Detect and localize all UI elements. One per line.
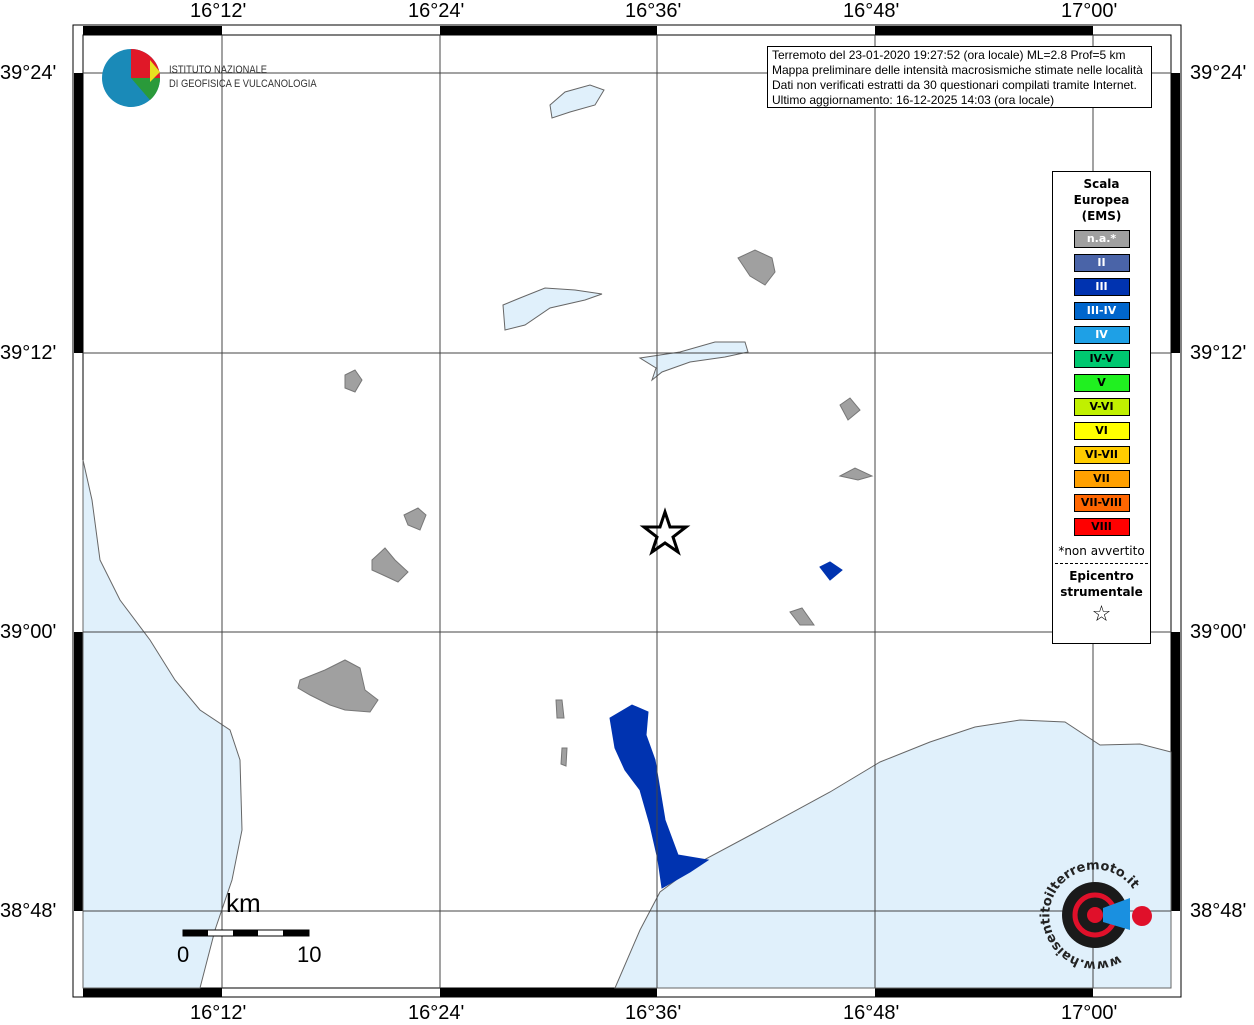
- legend-swatch-vi-vii: VI-VII: [1073, 446, 1130, 464]
- lon-tick-bottom-2: 16°36': [625, 1002, 682, 1024]
- legend-swatch-vi: VI: [1073, 422, 1130, 440]
- legend-swatch-v-vi: V-VI: [1073, 398, 1130, 416]
- ingv-logo-text: ISTITUTO NAZIONALE DI GEOFISICA E VULCAN…: [169, 63, 317, 91]
- lat-tick-right-3: 38°48': [1190, 900, 1247, 922]
- lon-tick-top-4: 17°00': [1061, 0, 1118, 22]
- epicenter-label-line: strumentale: [1060, 585, 1143, 599]
- legend-title-line: Europea: [1073, 193, 1130, 207]
- legend-swatch-vii: VII: [1073, 470, 1130, 488]
- legend-swatch-iv: IV: [1073, 326, 1130, 344]
- info-line: Dati non verificati estratti da 30 quest…: [772, 78, 1137, 92]
- ems-legend: Scala Europea (EMS) n.a.* II III III-IV IV IV…: [1052, 171, 1151, 644]
- lon-tick-top-3: 16°48': [843, 0, 900, 22]
- scalebar: [182, 929, 310, 937]
- epicenter-star-icon: ☆: [1091, 602, 1112, 627]
- event-info-box: Terremoto del 23-01-2020 19:27:52 (ora l…: [767, 46, 1152, 108]
- legend-swatches: n.a.* II III III-IV IV IV-V V V-VI VI VI-VII VII VI…: [1053, 230, 1150, 536]
- lon-tick-bottom-4: 17°00': [1061, 1002, 1118, 1024]
- legend-note: *non avvertito: [1058, 544, 1145, 558]
- towns: [297, 249, 874, 767]
- legend-divider: [1055, 563, 1148, 564]
- lon-tick-top-0: 16°12': [190, 0, 247, 22]
- legend-swatch-ii: II: [1073, 254, 1130, 272]
- hsit-logo-icon: [1062, 882, 1152, 948]
- legend-swatch-iv-v: IV-V: [1073, 350, 1130, 368]
- scalebar-unit: km: [226, 888, 261, 918]
- epicenter-label-line: Epicentro: [1069, 569, 1134, 583]
- legend-title-line: Scala: [1083, 177, 1120, 191]
- epicenter-star-icon: [639, 507, 691, 556]
- legend-swatch-iii-iv: III-IV: [1073, 302, 1130, 320]
- lon-tick-bottom-3: 16°48': [843, 1002, 900, 1024]
- lon-tick-bottom-0: 16°12': [190, 1002, 247, 1024]
- lat-tick-right-2: 39°00': [1190, 621, 1247, 643]
- lat-tick-left-3: 38°48': [0, 900, 57, 922]
- legend-swatch-vii-viii: VII-VIII: [1073, 494, 1130, 512]
- intensity-III-areas: [609, 561, 843, 889]
- lon-tick-top-1: 16°24': [408, 0, 465, 22]
- lon-tick-top-2: 16°36': [625, 0, 682, 22]
- scalebar-max: 10: [297, 942, 322, 967]
- legend-title-line: (EMS): [1081, 209, 1122, 223]
- sea-west: [82, 459, 243, 989]
- epicenter-label: Epicentro strumentale: [1053, 568, 1150, 600]
- frame-bars: [74, 26, 1180, 997]
- lon-tick-bottom-1: 16°24': [408, 1002, 465, 1024]
- ingv-line-2: DI GEOFISICA E VULCANOLOGIA: [169, 78, 317, 90]
- lat-tick-left-1: 39°12': [0, 342, 57, 364]
- ingv-globe-icon: [102, 49, 161, 107]
- lat-tick-left-2: 39°00': [0, 621, 57, 643]
- legend-title: Scala Europea (EMS): [1053, 176, 1150, 224]
- legend-swatch-v: V: [1073, 374, 1130, 392]
- lakes: [502, 84, 749, 382]
- info-line: Mappa preliminare delle intensità macros…: [772, 63, 1143, 77]
- ingv-line-1: ISTITUTO NAZIONALE: [169, 64, 268, 76]
- legend-swatch-viii: VIII: [1073, 518, 1130, 536]
- scalebar-min: 0: [177, 942, 190, 967]
- lat-tick-right-0: 39°24': [1190, 62, 1247, 84]
- info-line: Terremoto del 23-01-2020 19:27:52 (ora l…: [772, 48, 1126, 62]
- legend-swatch-iii: III: [1073, 278, 1130, 296]
- legend-swatch-na: n.a.*: [1073, 230, 1130, 248]
- lat-tick-right-1: 39°12': [1190, 342, 1247, 364]
- lat-tick-left-0: 39°24': [0, 62, 57, 84]
- info-line: Ultimo aggiornamento: 16-12-2025 14:03 (…: [772, 93, 1055, 107]
